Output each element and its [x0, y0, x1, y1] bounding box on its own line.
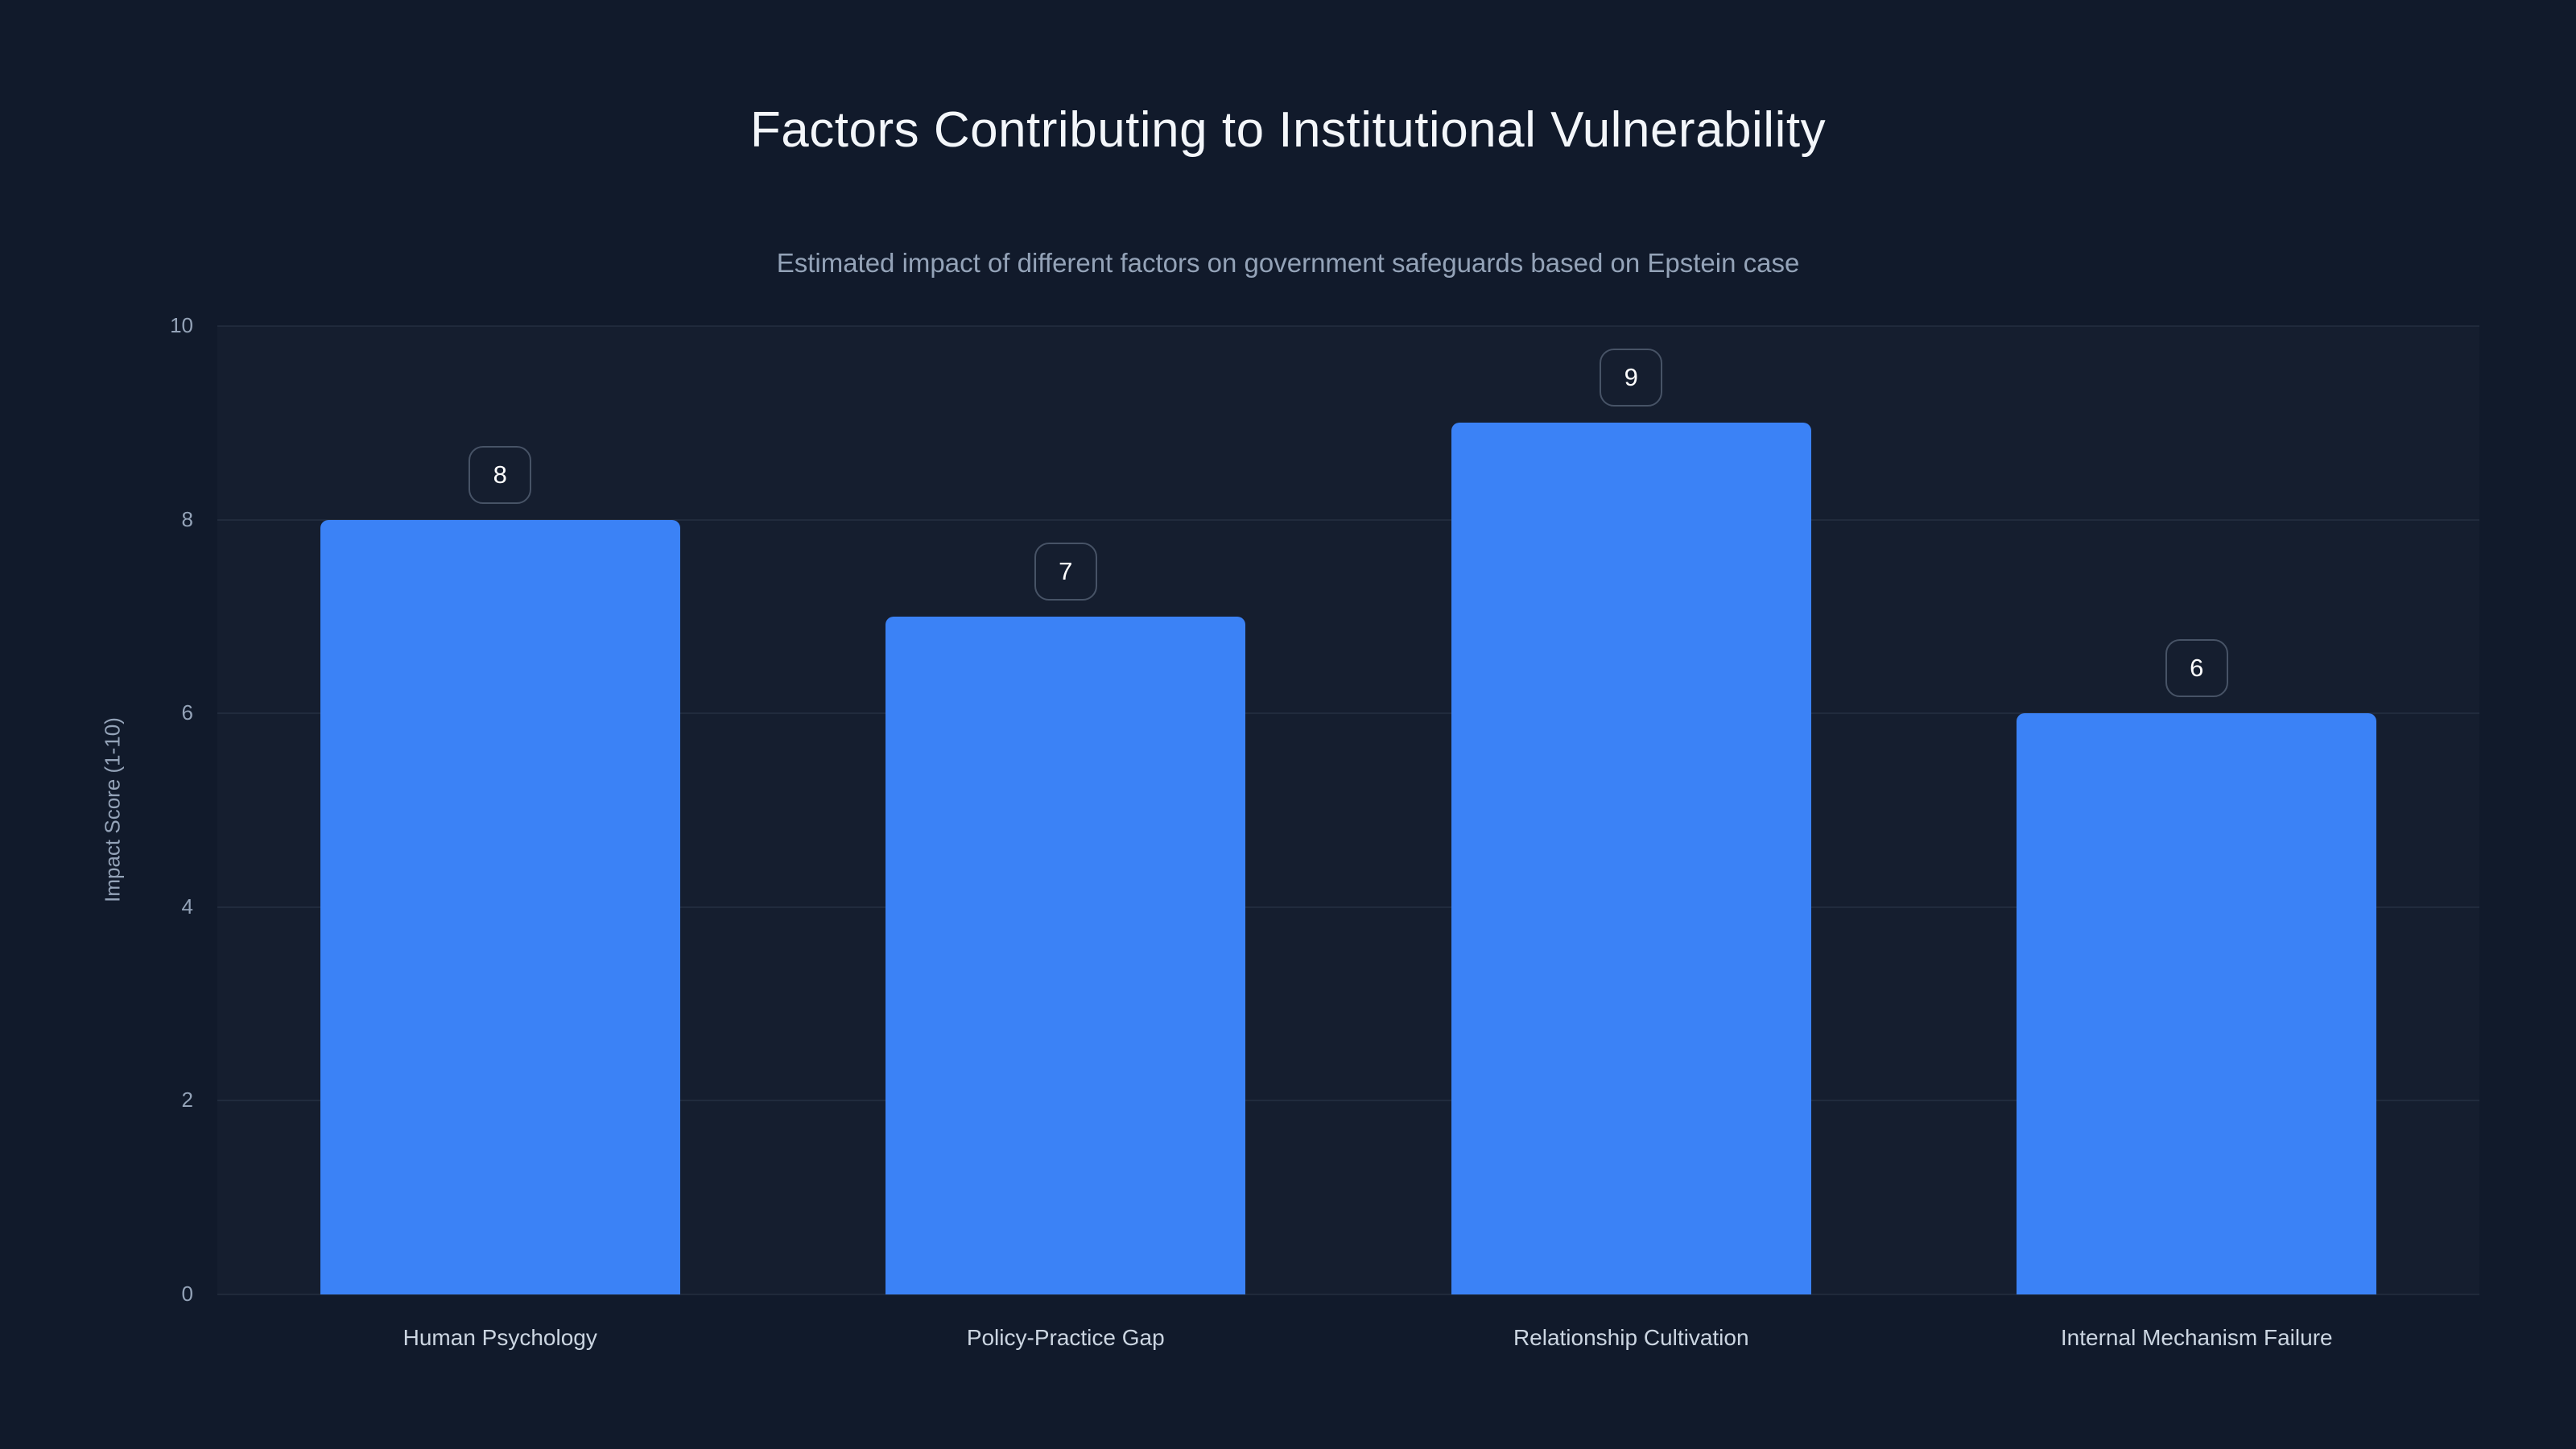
y-axis-title: Impact Score (1-10) — [100, 717, 125, 902]
gridline-y-2 — [217, 1100, 2479, 1102]
chart-title: Factors Contributing to Institutional Vu… — [749, 102, 1827, 158]
y-tick-label-10: 10 — [170, 313, 193, 337]
x-category-label-3: Relationship Cultivation — [1513, 1325, 1749, 1350]
bar-value-label-3: 9 — [1600, 349, 1663, 407]
y-tick-label-6: 6 — [181, 700, 193, 725]
gridline-y-4 — [217, 906, 2479, 908]
bar-3[interactable] — [1451, 423, 1811, 1294]
y-tick-label-2: 2 — [181, 1088, 193, 1113]
bar-4[interactable] — [2017, 713, 2377, 1294]
gridline-y-6 — [217, 712, 2479, 715]
y-tick-label-8: 8 — [181, 506, 193, 531]
bar-value-label-1: 8 — [469, 445, 532, 504]
bar-value-label-4: 6 — [2165, 639, 2228, 698]
y-tick-label-4: 4 — [181, 894, 193, 919]
y-tick-label-0: 0 — [181, 1282, 193, 1306]
bar-1[interactable] — [320, 519, 680, 1294]
bar-value-label-2: 7 — [1034, 542, 1097, 601]
chart-subtitle: Estimated impact of different factors on… — [776, 248, 1800, 278]
bar-2[interactable] — [886, 616, 1246, 1294]
x-category-label-4: Internal Mechanism Failure — [2060, 1325, 2333, 1350]
gridline-y-8 — [217, 518, 2479, 521]
gridline-y-10 — [217, 325, 2479, 327]
plot-area — [217, 325, 2479, 1295]
x-category-label-1: Human Psychology — [402, 1325, 597, 1350]
gridline-y-0 — [217, 1294, 2479, 1295]
x-category-label-2: Policy-Practice Gap — [966, 1325, 1165, 1350]
